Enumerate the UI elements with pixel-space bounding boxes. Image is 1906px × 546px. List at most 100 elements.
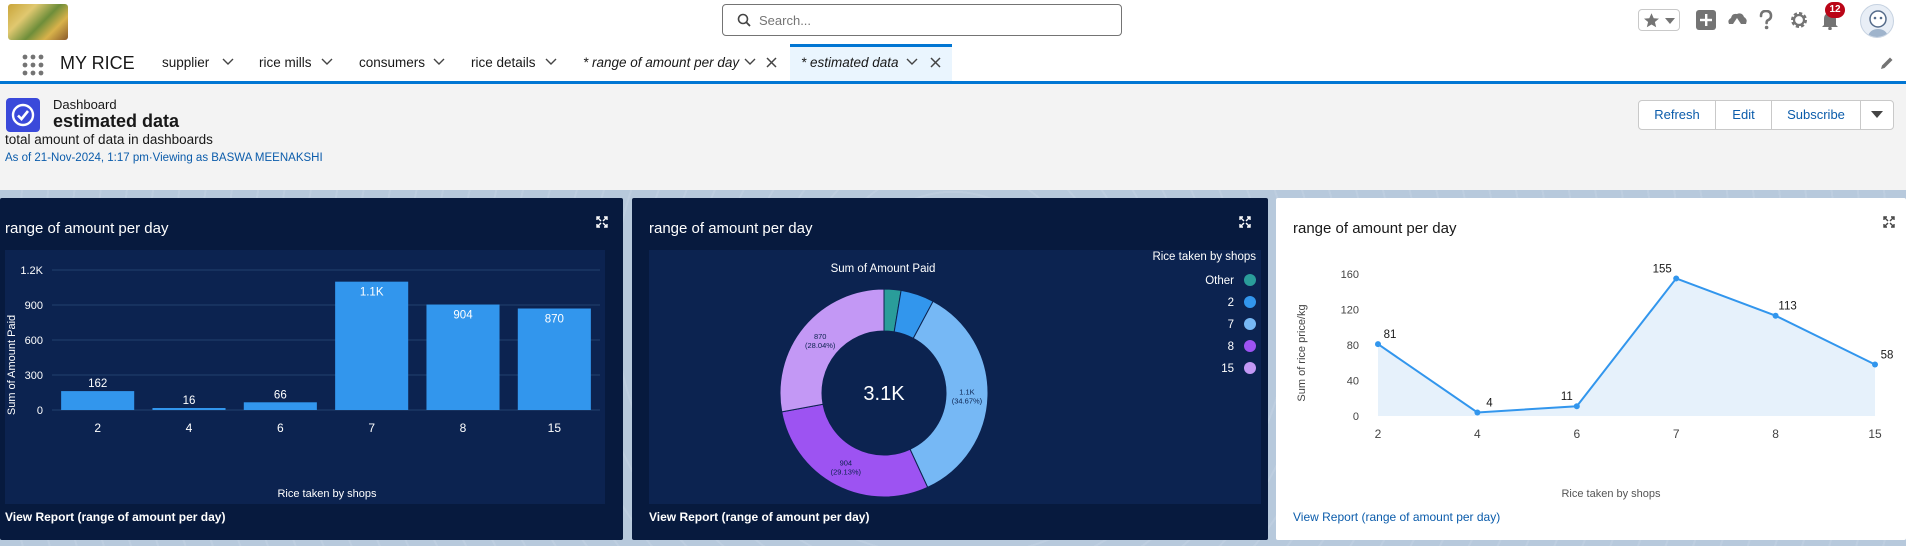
dashboard-canvas: range of amount per day 0 300 600 900 1.2K 1…	[0, 190, 1906, 546]
view-report-link[interactable]: View Report (range of amount per day)	[649, 510, 870, 524]
close-icon[interactable]	[930, 57, 941, 68]
bar[interactable]	[152, 408, 226, 410]
expand-icon[interactable]	[1883, 216, 1895, 228]
view-report-link[interactable]: View Report (range of amount per day)	[1293, 510, 1501, 524]
org-logo[interactable]	[8, 4, 68, 40]
global-header: 12	[0, 0, 1906, 44]
legend-swatch[interactable]	[1244, 296, 1256, 308]
bar[interactable]	[426, 304, 500, 410]
legend-swatch[interactable]	[1244, 318, 1256, 330]
chevron-down-icon[interactable]	[744, 58, 756, 66]
x-axis-label: Rice taken by shops	[1561, 488, 1661, 500]
y-tick-label: 900	[25, 300, 43, 312]
line-point[interactable]	[1872, 361, 1878, 368]
trailhead-icon[interactable]	[1726, 10, 1748, 30]
chevron-down-icon[interactable]	[545, 58, 557, 66]
notification-badge: 12	[1825, 2, 1845, 18]
slice-value-label: 904	[840, 459, 853, 468]
line-point[interactable]	[1673, 275, 1680, 282]
bar[interactable]	[61, 391, 135, 410]
dashboard-card-donut: range of amount per day Sum of Amount Pa…	[632, 198, 1268, 540]
donut-chart[interactable]: Sum of Amount Paid 3.1K 1.1K(34.67%)904(…	[649, 250, 1261, 504]
line-point[interactable]	[1375, 341, 1381, 348]
legend-item-label: 15	[1221, 363, 1234, 375]
expand-icon[interactable]	[1239, 216, 1251, 228]
line-point[interactable]	[1573, 403, 1580, 410]
subscribe-button[interactable]: Subscribe	[1771, 100, 1861, 130]
bar-value-label: 1.1K	[360, 287, 384, 299]
x-tick-label: 15	[1868, 427, 1882, 441]
as-of-timestamp[interactable]: As of 21-Nov-2024, 1:17 pm·Viewing as BA…	[5, 152, 323, 164]
chart-title: Sum of Amount Paid	[831, 263, 936, 275]
search-icon	[737, 13, 751, 27]
bar[interactable]	[517, 308, 591, 411]
nav-tab-rice-details[interactable]: rice details	[471, 44, 561, 81]
slice-percent-label: (29.13%)	[831, 468, 862, 477]
app-launcher-icon[interactable]	[22, 54, 44, 76]
dashboard-card-bar: range of amount per day 0 300 600 900 1.2K 1…	[0, 198, 623, 540]
slice-value-label: 1.1K	[959, 387, 974, 396]
chevron-down-icon[interactable]	[433, 58, 445, 66]
global-search[interactable]	[722, 4, 1122, 36]
legend-swatch[interactable]	[1244, 340, 1256, 352]
card-title: range of amount per day	[5, 220, 169, 237]
nav-tab-estimated-data[interactable]: * estimated data	[790, 44, 952, 81]
line-chart[interactable]: 0 40 80 120 160 81 4 11 155 113 58 2 4 6 7 8 15 Sum of…	[1293, 250, 1893, 504]
bar-value-label: 162	[88, 378, 107, 390]
object-label: Dashboard	[53, 97, 117, 112]
legend-item-label: 8	[1228, 341, 1234, 353]
nav-tab-supplier[interactable]: supplier	[162, 44, 238, 81]
help-icon[interactable]	[1758, 10, 1774, 30]
line-point[interactable]	[1772, 312, 1779, 319]
chevron-down-icon[interactable]	[321, 58, 333, 66]
chevron-down-icon[interactable]	[906, 58, 918, 66]
y-axis-label: Sum of rice price/kg	[1296, 304, 1308, 401]
y-tick-label: 80	[1347, 340, 1359, 352]
view-report-link[interactable]: View Report (range of amount per day)	[5, 510, 226, 524]
card-title: range of amount per day	[649, 220, 813, 237]
nav-tab-range-of-amount-per-day[interactable]: * range of amount per day	[583, 44, 783, 81]
slice-percent-label: (28.04%)	[805, 341, 836, 350]
nav-tab-label: rice details	[471, 55, 536, 70]
bar-chart[interactable]: 0 300 600 900 1.2K 162 16 66 1.1K 904 870 2 4 6 7 8 15…	[5, 250, 605, 504]
gauge-icon	[11, 103, 35, 127]
x-tick-label: 8	[1772, 427, 1779, 441]
nav-tab-consumers[interactable]: consumers	[359, 44, 449, 81]
app-name: MY RICE	[60, 53, 135, 73]
refresh-button[interactable]: Refresh	[1638, 100, 1716, 130]
donut-slice[interactable]	[909, 300, 989, 489]
y-tick-label: 0	[1353, 411, 1359, 423]
nav-tab-rice-mills[interactable]: rice mills	[259, 44, 339, 81]
search-input[interactable]	[759, 10, 1109, 30]
more-actions-button[interactable]	[1860, 100, 1894, 130]
chevron-down-icon[interactable]	[1665, 17, 1675, 25]
legend-item-label: 2	[1228, 297, 1234, 309]
legend-swatch[interactable]	[1244, 274, 1256, 286]
point-value-label: 113	[1778, 301, 1796, 313]
gear-icon[interactable]	[1789, 10, 1809, 30]
chevron-down-icon	[1871, 111, 1883, 118]
y-tick-label: 120	[1341, 305, 1359, 317]
avatar[interactable]	[1860, 4, 1894, 38]
legend-item-label: 7	[1228, 319, 1234, 331]
bar[interactable]	[243, 402, 317, 410]
page-title: estimated data	[53, 111, 180, 131]
x-tick-label: 4	[1474, 427, 1481, 441]
add-icon[interactable]	[1696, 10, 1716, 30]
bar[interactable]	[335, 281, 409, 410]
chevron-down-icon[interactable]	[222, 58, 234, 66]
expand-icon[interactable]	[596, 216, 608, 228]
close-icon[interactable]	[766, 57, 777, 68]
x-tick-label: 7	[368, 421, 375, 435]
dashboard-icon	[6, 98, 40, 132]
line-point[interactable]	[1474, 409, 1481, 416]
donut-slice[interactable]	[781, 403, 929, 498]
favorites-button[interactable]	[1638, 9, 1680, 31]
legend-swatch[interactable]	[1244, 362, 1256, 374]
bar-value-label: 904	[453, 310, 473, 322]
point-value-label: 58	[1881, 350, 1893, 362]
donut-slice[interactable]	[779, 288, 885, 413]
edit-button[interactable]: Edit	[1715, 100, 1772, 130]
y-tick-label: 300	[25, 370, 43, 382]
edit-nav-icon[interactable]	[1880, 56, 1894, 70]
